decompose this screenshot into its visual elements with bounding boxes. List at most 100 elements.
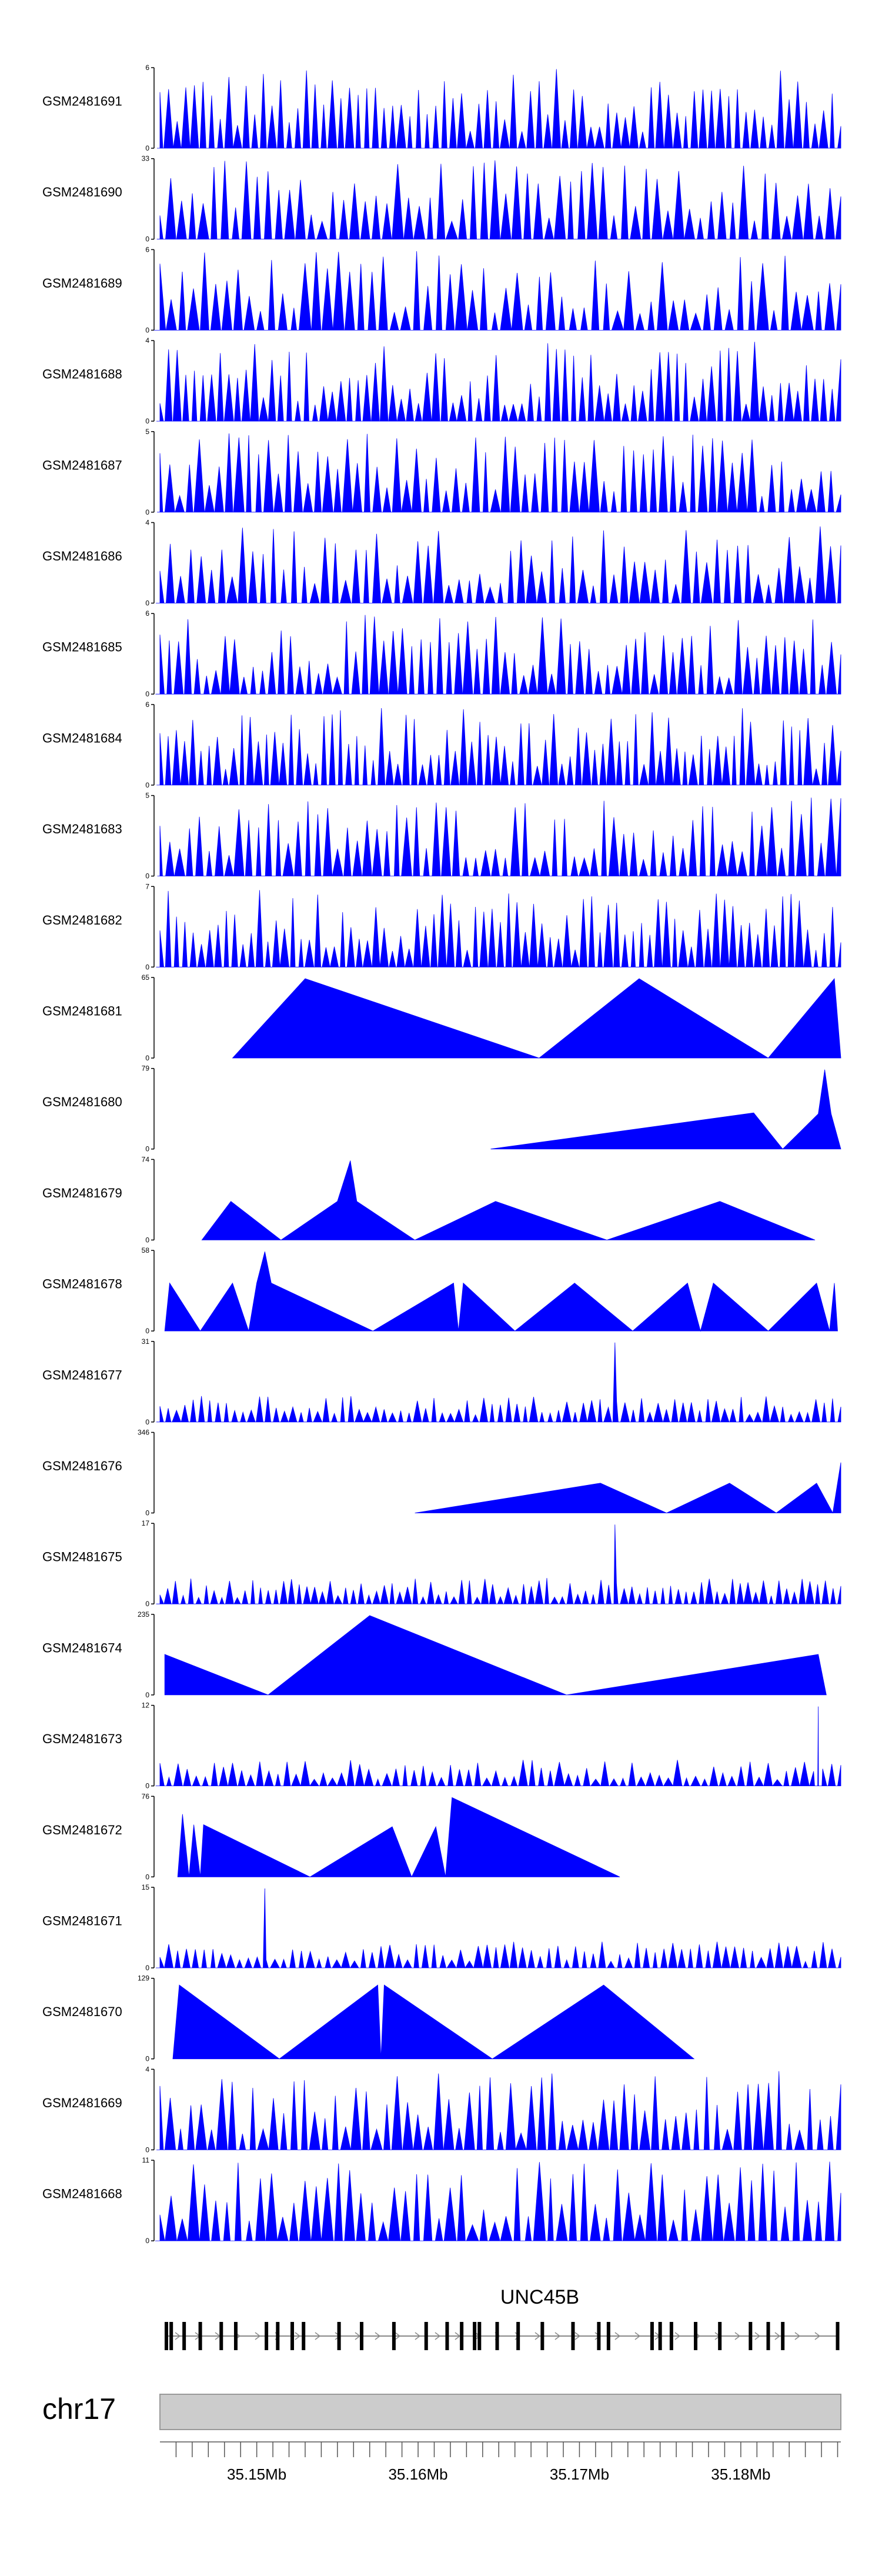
strand-arrow [455, 2332, 461, 2340]
y-tick-label-max: 346 [138, 1429, 149, 1437]
y-tick-label-max: 235 [138, 1610, 149, 1619]
gene-exon [477, 2322, 482, 2350]
track-GSM2481686: GSM2481686 4 0 [42, 519, 841, 608]
track-GSM2481670: GSM2481670 129 0 [42, 1974, 695, 2063]
coverage-area [156, 1524, 841, 1604]
y-tick-label-max: 74 [142, 1155, 150, 1163]
gene-exon [495, 2322, 499, 2350]
track-label: GSM2481668 [42, 2187, 122, 2201]
gene-exon [302, 2322, 306, 2350]
track-GSM2481678: GSM2481678 58 0 [42, 1246, 838, 1335]
track-label: GSM2481677 [42, 1367, 122, 1382]
track-GSM2481677: GSM2481677 31 0 [42, 1337, 841, 1426]
ideogram-bar [159, 2394, 841, 2430]
gene-exon [836, 2322, 840, 2350]
gene-exon [182, 2322, 186, 2350]
gene-exon [473, 2322, 477, 2350]
track-GSM2481668: GSM2481668 11 0 [42, 2156, 841, 2245]
track-label: GSM2481684 [42, 730, 122, 745]
coverage-area [155, 1706, 841, 1786]
y-tick-label-min: 0 [145, 1509, 149, 1517]
gene-exon [749, 2322, 753, 2350]
coverage-area [177, 1797, 620, 1878]
coverage-area [157, 69, 841, 149]
track-label: GSM2481690 [42, 185, 122, 199]
gene-exon [781, 2322, 785, 2350]
y-tick-label-min: 0 [145, 2237, 149, 2245]
y-tick-label-min: 0 [145, 963, 149, 971]
coverage-area [156, 890, 841, 967]
coverage-area [232, 977, 841, 1059]
gene-exon [718, 2322, 722, 2350]
gene-exon [360, 2322, 364, 2350]
y-tick-label-max: 4 [145, 519, 149, 527]
gene-exon [337, 2322, 341, 2350]
y-tick-label-max: 33 [142, 155, 150, 163]
track-label: GSM2481673 [42, 1731, 122, 1746]
coverage-area [156, 708, 841, 786]
track-GSM2481680: GSM2481680 79 0 [42, 1065, 841, 1153]
gene-exon [650, 2322, 654, 2350]
gene-exon [571, 2322, 575, 2350]
gene-exon [597, 2322, 601, 2350]
gene-exon [169, 2322, 173, 2350]
strand-arrow [794, 2332, 801, 2340]
track-GSM2481683: GSM2481683 5 0 [42, 792, 841, 880]
track-GSM2481674: GSM2481674 235 0 [42, 1610, 827, 1699]
coverage-area [415, 1462, 841, 1514]
gene-exon [265, 2322, 269, 2350]
strand-arrow [295, 2332, 301, 2340]
y-tick-label-min: 0 [145, 326, 149, 334]
y-tick-label-max: 6 [145, 245, 149, 253]
x-tick-label: 35.17Mb [550, 2465, 609, 2483]
track-label: GSM2481687 [42, 458, 122, 472]
track-GSM2481689: GSM2481689 6 0 [42, 245, 841, 334]
track-label: GSM2481691 [42, 94, 122, 109]
track-label: GSM2481680 [42, 1095, 122, 1109]
gene-exon [540, 2322, 544, 2350]
y-tick-label-min: 0 [145, 599, 149, 608]
y-tick-label-min: 0 [145, 1145, 149, 1153]
track-GSM2481681: GSM2481681 65 0 [42, 973, 841, 1062]
track-label: GSM2481676 [42, 1459, 122, 1473]
gene-exon [233, 2322, 238, 2350]
track-GSM2481673: GSM2481673 12 0 [42, 1701, 841, 1790]
gene-exon [766, 2322, 770, 2350]
y-tick-label-max: 7 [145, 882, 149, 890]
coverage-tracks: GSM248169160GSM2481690330GSM248168960GSM… [42, 64, 841, 2245]
gene-model [164, 2322, 840, 2350]
x-tick-label: 35.16Mb [388, 2465, 447, 2483]
y-tick-label-min: 0 [145, 144, 149, 152]
y-tick-label-max: 4 [145, 336, 149, 345]
track-label: GSM2481675 [42, 1550, 122, 1564]
coverage-area [153, 251, 841, 331]
strand-arrow [774, 2332, 781, 2340]
track-GSM2481690: GSM2481690 33 0 [42, 155, 841, 243]
track-label: GSM2481689 [42, 276, 122, 291]
track-GSM2481669: GSM2481669 4 0 [42, 2065, 841, 2154]
strand-arrow [754, 2332, 761, 2340]
y-tick-label-min: 0 [145, 235, 149, 243]
track-GSM2481675: GSM2481675 17 0 [42, 1519, 841, 1608]
coverage-area [164, 1615, 827, 1696]
x-axis: 35.15Mb 35.16Mb 35.17Mb 35.18Mb [160, 2441, 841, 2483]
strand-arrow [674, 2332, 681, 2340]
y-tick-label-max: 76 [142, 1792, 150, 1800]
track-GSM2481679: GSM2481679 74 0 [42, 1155, 816, 1244]
y-tick-label-min: 0 [145, 1782, 149, 1790]
y-tick-label-max: 4 [145, 2065, 149, 2073]
y-tick-label-min: 0 [145, 1418, 149, 1426]
y-tick-label-min: 0 [145, 1327, 149, 1335]
strand-arrow [315, 2332, 321, 2340]
strand-arrow [734, 2332, 741, 2340]
coverage-area [156, 526, 841, 603]
coverage-area [156, 1888, 841, 1969]
gene-exon [219, 2322, 223, 2350]
y-tick-label-min: 0 [145, 1964, 149, 1972]
track-GSM2481691: GSM2481691 6 0 [42, 64, 841, 152]
track-GSM2481672: GSM2481672 76 0 [42, 1792, 620, 1881]
coverage-area [156, 342, 841, 422]
strand-arrow [814, 2332, 821, 2340]
track-label: GSM2481679 [42, 1186, 122, 1200]
coverage-area [155, 615, 841, 695]
